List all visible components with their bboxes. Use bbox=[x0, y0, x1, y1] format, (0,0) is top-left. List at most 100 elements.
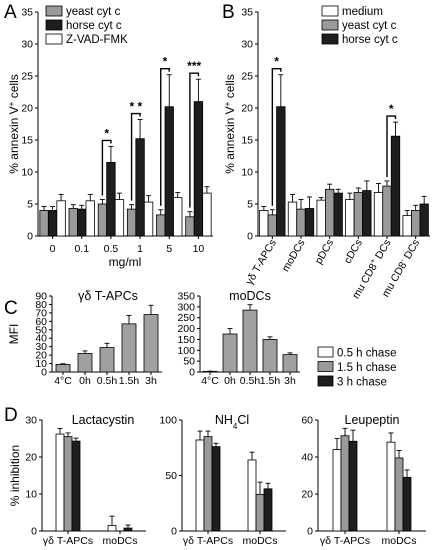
x-tick-label: 5 bbox=[166, 243, 172, 255]
chart-title: γδ T-APCs bbox=[78, 289, 138, 303]
bar bbox=[126, 208, 137, 237]
legend-swatch bbox=[45, 19, 63, 31]
chart-d3: 0 20 40 60 γδ T-APCs moDCs Leupeptin bbox=[301, 413, 426, 547]
y-tick-label: 20 bbox=[35, 350, 47, 362]
chart-d2: 0 50 100 γδ T-APCs moDCs NH4Cl bbox=[159, 413, 286, 547]
bar bbox=[77, 208, 87, 237]
bar bbox=[106, 161, 116, 237]
x-tick-label: moDCs bbox=[242, 535, 277, 547]
chart-title: Leupeptin bbox=[345, 413, 400, 427]
bar bbox=[195, 439, 205, 532]
chase-legend: 0.5 h chase 1.5 h chase 3 h chase bbox=[317, 346, 396, 389]
y-tick-label: 300 bbox=[177, 301, 195, 313]
chart-title: NH4Cl bbox=[215, 413, 249, 431]
y-tick-label: 350 bbox=[177, 291, 195, 303]
bar bbox=[386, 441, 396, 532]
bar bbox=[402, 215, 412, 237]
y-axis-title-tail: cells bbox=[7, 74, 21, 101]
panel-letter-a: A bbox=[4, 2, 17, 23]
bar bbox=[390, 135, 401, 237]
bar bbox=[340, 435, 350, 532]
y-tick-label: 10 bbox=[241, 167, 253, 179]
y-tick-label: 15 bbox=[21, 135, 33, 147]
y-axis-title: % inhibition bbox=[8, 445, 22, 506]
bar bbox=[193, 101, 204, 237]
x-tick-label-sup: - bbox=[397, 256, 406, 263]
x-tick-label: 1.5h bbox=[119, 375, 140, 387]
x-tick-label-main: cDCs bbox=[342, 238, 365, 266]
x-tick-label-main: γδ T-APCs bbox=[243, 238, 278, 287]
significance-bracket bbox=[101, 139, 112, 196]
legend-swatch bbox=[45, 33, 63, 45]
legend-label: 1.5 h chase bbox=[337, 362, 396, 374]
bar bbox=[203, 436, 213, 532]
y-axis-title: MFI bbox=[7, 324, 21, 345]
y-tick-label: 100 bbox=[159, 415, 177, 427]
y-tick-label: 90 bbox=[35, 291, 47, 303]
legend-label: 0.5 h chase bbox=[337, 348, 396, 360]
significance-bracket bbox=[386, 115, 397, 177]
bar bbox=[222, 333, 238, 373]
y-tick-label: 150 bbox=[177, 334, 195, 346]
bar bbox=[56, 200, 66, 237]
significance-label: * bbox=[104, 126, 109, 140]
bar bbox=[419, 203, 429, 237]
significance-bracket bbox=[189, 72, 200, 208]
x-tick-label: moDCs bbox=[280, 238, 308, 274]
y-tick-label: 80 bbox=[35, 299, 47, 311]
significance-label: * bbox=[163, 55, 168, 69]
x-tick-label: 0.5h bbox=[97, 375, 118, 387]
y-tick-label: 5 bbox=[27, 199, 33, 211]
bar bbox=[382, 185, 392, 237]
bar bbox=[85, 200, 95, 237]
bar bbox=[332, 449, 342, 532]
bar bbox=[296, 208, 306, 237]
legend-label: horse cyt c bbox=[66, 20, 122, 32]
bar bbox=[304, 208, 315, 237]
bar bbox=[242, 309, 258, 373]
y-axis-title: % annexin V+ cells bbox=[223, 74, 238, 173]
bar bbox=[55, 363, 71, 373]
bar bbox=[262, 339, 278, 373]
bar bbox=[97, 203, 108, 237]
x-tick-label-main: mu CD8 bbox=[350, 261, 380, 300]
y-tick-label: 50 bbox=[183, 356, 195, 368]
x-tick-label: 0h bbox=[79, 375, 91, 387]
significance-label: * bbox=[274, 55, 279, 69]
bar bbox=[276, 106, 286, 237]
y-tick-label: 30 bbox=[241, 39, 253, 51]
bar bbox=[185, 216, 195, 237]
y-tick-label: 0 bbox=[27, 231, 33, 243]
legend-swatch bbox=[321, 19, 339, 31]
legend-label: yeast cyt c bbox=[66, 6, 121, 18]
x-tick-label: 0h bbox=[224, 375, 236, 387]
x-tick-label-tail: DCs bbox=[372, 238, 394, 264]
chart-d1: 0 10 20 30 γδ T-APCs moDCs Lactacystin % inhibi… bbox=[8, 413, 146, 547]
y-tick-label: 5 bbox=[247, 199, 253, 211]
panel-letter-c: C bbox=[4, 298, 18, 319]
y-tick-label: 60 bbox=[35, 316, 47, 328]
y-axis-title-main: % annexin V bbox=[223, 106, 237, 173]
chart-title-main: NH bbox=[215, 413, 233, 427]
y-tick-label: 50 bbox=[35, 324, 47, 336]
chart-title: moDCs bbox=[229, 289, 271, 303]
y-tick-label: 60 bbox=[301, 415, 313, 427]
legend-swatch bbox=[317, 361, 334, 372]
y-tick-label: 20 bbox=[241, 103, 253, 115]
y-tick-label: 50 bbox=[165, 470, 177, 482]
bar bbox=[202, 192, 212, 237]
y-tick-label: 20 bbox=[21, 103, 33, 115]
x-tick-label: γδ T-APCs bbox=[183, 535, 233, 547]
x-tick-label: 0.5h bbox=[240, 375, 261, 387]
x-tick-label: 1 bbox=[137, 243, 143, 255]
legend-swatch bbox=[321, 5, 339, 17]
x-tick-label: cDCs bbox=[342, 238, 365, 266]
x-tick-label: 3h bbox=[284, 375, 296, 387]
x-tick-label: 10 bbox=[193, 243, 205, 255]
bar bbox=[123, 527, 133, 532]
x-tick-label: moDCs bbox=[102, 535, 137, 547]
bar bbox=[99, 347, 115, 373]
y-axis-title-main: % annexin V bbox=[7, 106, 21, 173]
